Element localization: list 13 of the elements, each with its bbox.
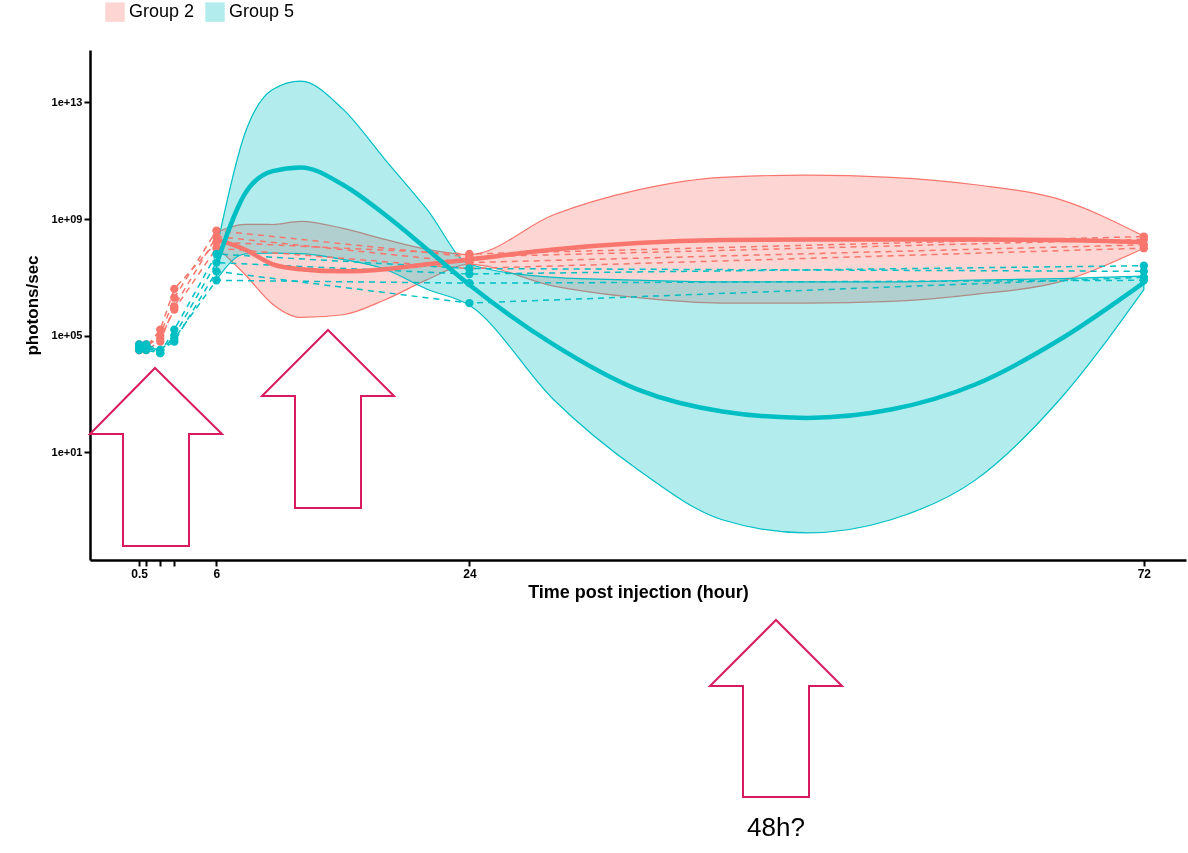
y-tick-label: 1e+05: [51, 329, 83, 342]
legend-label: Group 2: [129, 1, 195, 22]
legend-label: Group 5: [229, 1, 295, 22]
x-tick-label: 6: [213, 566, 221, 581]
x-axis-title: Time post injection (hour): [528, 581, 749, 602]
x-tick-label: 24: [463, 566, 477, 581]
y-tick-label: 1e+01: [51, 445, 83, 458]
x-tick-label: 72: [1137, 566, 1152, 581]
y-tick-label: 1e+09: [51, 212, 83, 225]
y-axis-title: photons/sec: [22, 255, 42, 356]
x-tick-label: 0.5: [131, 566, 149, 581]
text: 48h?: [746, 812, 806, 843]
y-tick-label: 1e+13: [51, 95, 83, 108]
